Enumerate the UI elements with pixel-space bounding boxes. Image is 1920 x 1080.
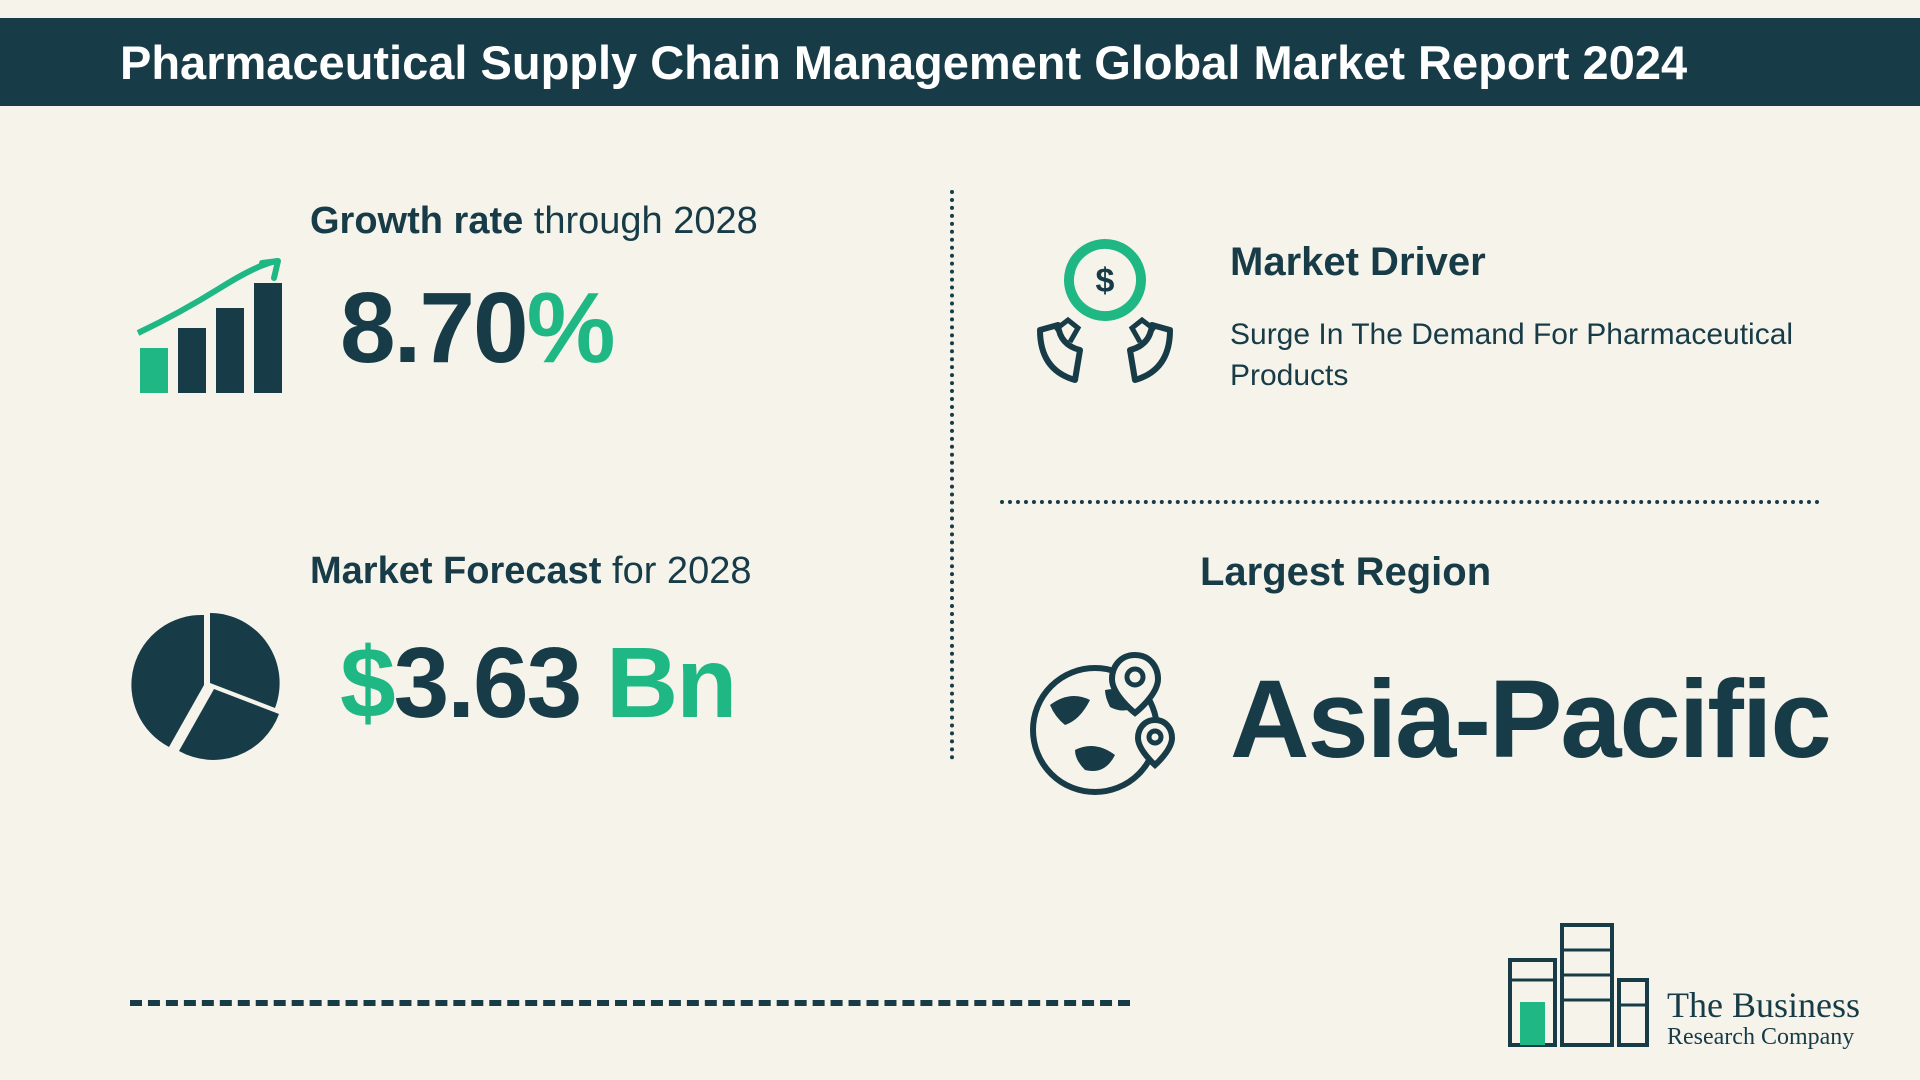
- market-driver-title: Market Driver: [1230, 240, 1840, 285]
- market-forecast-label-rest: for 2028: [601, 550, 751, 592]
- largest-region-title: Largest Region: [1200, 550, 1840, 595]
- growth-rate-label-rest: through 2028: [523, 200, 758, 242]
- company-logo-line1: The Business: [1667, 987, 1860, 1025]
- company-logo: The Business Research Company: [1502, 910, 1860, 1050]
- growth-rate-value: 8.70%: [340, 271, 614, 386]
- growth-rate-percent-symbol: %: [527, 272, 614, 384]
- horizontal-divider-right: [1000, 500, 1820, 504]
- market-forecast-label: Market Forecast for 2028: [310, 550, 910, 593]
- header-bar: Pharmaceutical Supply Chain Management G…: [0, 18, 1920, 106]
- market-forecast-section: Market Forecast for 2028 $3.63 Bn: [130, 550, 910, 763]
- market-driver-section: $ Market Driver Surge In The Demand For …: [1020, 230, 1840, 400]
- forecast-unit: Bn: [580, 627, 735, 739]
- growth-rate-number: 8.70: [340, 272, 527, 384]
- market-forecast-value: $3.63 Bn: [340, 626, 735, 741]
- company-logo-line2: Research Company: [1667, 1025, 1860, 1050]
- company-logo-text: The Business Research Company: [1667, 987, 1860, 1050]
- forecast-number: 3.63: [394, 627, 581, 739]
- growth-rate-label: Growth rate through 2028: [310, 200, 910, 243]
- market-driver-description: Surge In The Demand For Pharmaceutical P…: [1230, 315, 1840, 396]
- buildings-icon: [1502, 910, 1652, 1050]
- bar-chart-growth-icon: [130, 253, 290, 403]
- largest-region-section: Largest Region Asia-Pacific: [1020, 550, 1840, 805]
- growth-rate-section: Growth rate through 2028 8.70%: [130, 200, 910, 403]
- forecast-currency-symbol: $: [340, 627, 394, 739]
- horizontal-divider-bottom: [130, 1000, 1130, 1006]
- vertical-divider: [950, 190, 954, 760]
- svg-text:$: $: [1096, 262, 1115, 300]
- globe-pins-icon: [1020, 635, 1190, 805]
- hands-dollar-icon: $: [1020, 230, 1190, 400]
- market-forecast-label-bold: Market Forecast: [310, 550, 601, 592]
- growth-rate-label-bold: Growth rate: [310, 200, 523, 242]
- header-title: Pharmaceutical Supply Chain Management G…: [120, 35, 1687, 90]
- pie-chart-icon: [130, 603, 290, 763]
- largest-region-value: Asia-Pacific: [1230, 668, 1830, 773]
